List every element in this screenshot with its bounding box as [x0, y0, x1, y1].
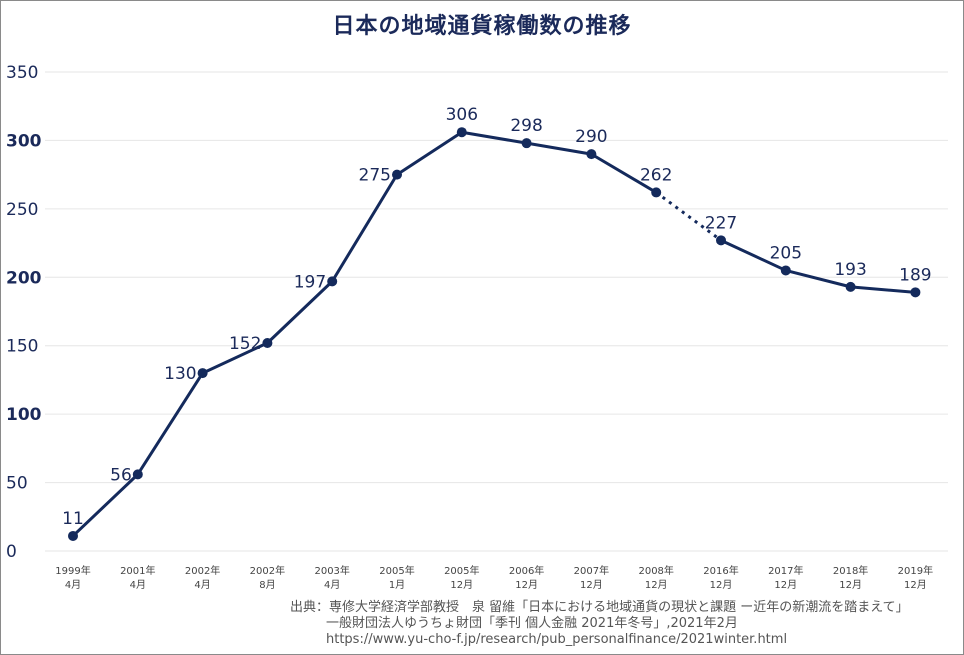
y-tick-label: 200 — [6, 268, 42, 288]
data-point — [68, 530, 78, 541]
x-tick-label-year: 2005年 — [444, 564, 479, 577]
x-tick-label-year: 2017年 — [768, 564, 803, 577]
x-tick-label-month: 12月 — [774, 579, 797, 591]
data-point — [910, 287, 921, 298]
data-label: 130 — [164, 364, 196, 384]
source-line-2: 一般財団法人ゆうちょ財団「季刊 個人金融 2021年冬号」,2021年2月 — [326, 616, 738, 631]
source-note: 出典：専修大学経済学部教授 泉 留維「日本における地域通貨の現状と課題 ー近年の… — [290, 600, 909, 648]
y-axis: 0 50 100 150 200 250 300 350 — [6, 63, 42, 562]
data-point — [845, 281, 856, 292]
y-tick-label: 0 — [6, 542, 17, 562]
x-tick-label-year: 2019年 — [898, 564, 933, 577]
data-point — [456, 127, 467, 138]
source-line-1: 出典：専修大学経済学部教授 泉 留維「日本における地域通貨の現状と課題 ー近年の… — [290, 600, 909, 615]
line-segment — [849, 285, 917, 294]
data-point — [780, 265, 791, 276]
data-label: 11 — [62, 509, 84, 529]
data-labels: 11 56 130 152 197 275 306 298 290 262 227 205 193 189 — [62, 105, 931, 529]
line-segment — [460, 130, 529, 145]
x-tick-label-year: 2002年 — [185, 564, 220, 577]
line-segment — [71, 472, 140, 538]
data-point — [197, 368, 208, 379]
data-point — [392, 169, 402, 180]
x-tick-label-year: 2003年 — [314, 564, 349, 577]
series-points — [68, 127, 921, 541]
x-tick-label-month: 12月 — [710, 579, 733, 591]
x-tick-label-month: 4月 — [324, 579, 340, 591]
data-label: 189 — [899, 265, 931, 285]
data-label: 290 — [575, 127, 607, 147]
line-segment — [136, 371, 205, 476]
line-segment-dashed — [655, 191, 722, 242]
y-tick-label: 300 — [6, 131, 42, 151]
line-segment — [784, 268, 853, 289]
x-tick-label-month: 12月 — [839, 579, 862, 591]
data-label: 193 — [834, 260, 866, 280]
data-label: 56 — [110, 465, 132, 485]
x-tick-label-month: 8月 — [259, 579, 275, 591]
data-label: 275 — [359, 166, 391, 186]
data-point — [132, 469, 143, 480]
line-segment — [330, 173, 399, 283]
data-label: 205 — [770, 243, 802, 263]
x-tick-label-month: 4月 — [194, 579, 210, 591]
x-tick-label-year: 2007年 — [574, 564, 609, 577]
x-tick-label-year: 2016年 — [703, 564, 738, 577]
line-segment — [719, 238, 788, 272]
data-label: 262 — [640, 165, 672, 185]
source-line-3: https://www.yu-cho-f.jp/research/pub_per… — [326, 632, 788, 647]
x-tick-label-month: 12月 — [904, 579, 927, 591]
line-segment — [395, 130, 464, 177]
x-tick-label-year: 1999年 — [55, 564, 90, 577]
line-segment — [201, 341, 269, 375]
x-tick-label-year: 2008年 — [638, 564, 673, 577]
x-tick-label-month: 4月 — [65, 579, 81, 591]
x-tick-label-month: 12月 — [580, 579, 603, 591]
data-label: 227 — [705, 213, 737, 233]
x-tick-label-month: 12月 — [515, 579, 538, 591]
y-tick-label: 250 — [6, 200, 38, 220]
data-label: 306 — [446, 105, 478, 125]
x-tick-label-month: 12月 — [645, 579, 668, 591]
grid-layer — [45, 71, 948, 552]
y-tick-label: 50 — [6, 474, 28, 494]
x-tick-label-year: 2018年 — [833, 564, 868, 577]
x-tick-label-year: 2001年 — [120, 564, 155, 577]
data-point — [262, 337, 273, 348]
data-label: 298 — [510, 116, 542, 136]
x-axis: 1999年 4月 2001年 4月 2002年 4月 2002年 8月 2003年 4月 2005年… — [55, 564, 933, 591]
data-point — [651, 187, 662, 198]
chart-title: 日本の地域通貨稼働数の推移 — [332, 14, 632, 39]
series-line — [71, 130, 917, 538]
data-label: 197 — [294, 272, 326, 292]
data-point — [586, 149, 597, 160]
y-tick-label: 100 — [6, 405, 42, 425]
x-tick-label-month: 1月 — [389, 579, 405, 591]
line-segment — [525, 141, 593, 156]
x-tick-label-month: 12月 — [450, 579, 473, 591]
line-segment — [589, 152, 658, 194]
x-tick-label-year: 2002年 — [250, 564, 285, 577]
data-point — [327, 276, 338, 287]
x-tick-label-year: 2006年 — [509, 564, 544, 577]
data-point — [716, 235, 726, 246]
y-tick-label: 350 — [6, 63, 38, 83]
data-label: 152 — [229, 334, 261, 354]
y-tick-label: 150 — [6, 337, 38, 357]
x-tick-label-year: 2005年 — [379, 564, 414, 577]
data-point — [521, 138, 532, 149]
line-segment — [265, 279, 334, 345]
x-tick-label-month: 4月 — [130, 579, 146, 591]
